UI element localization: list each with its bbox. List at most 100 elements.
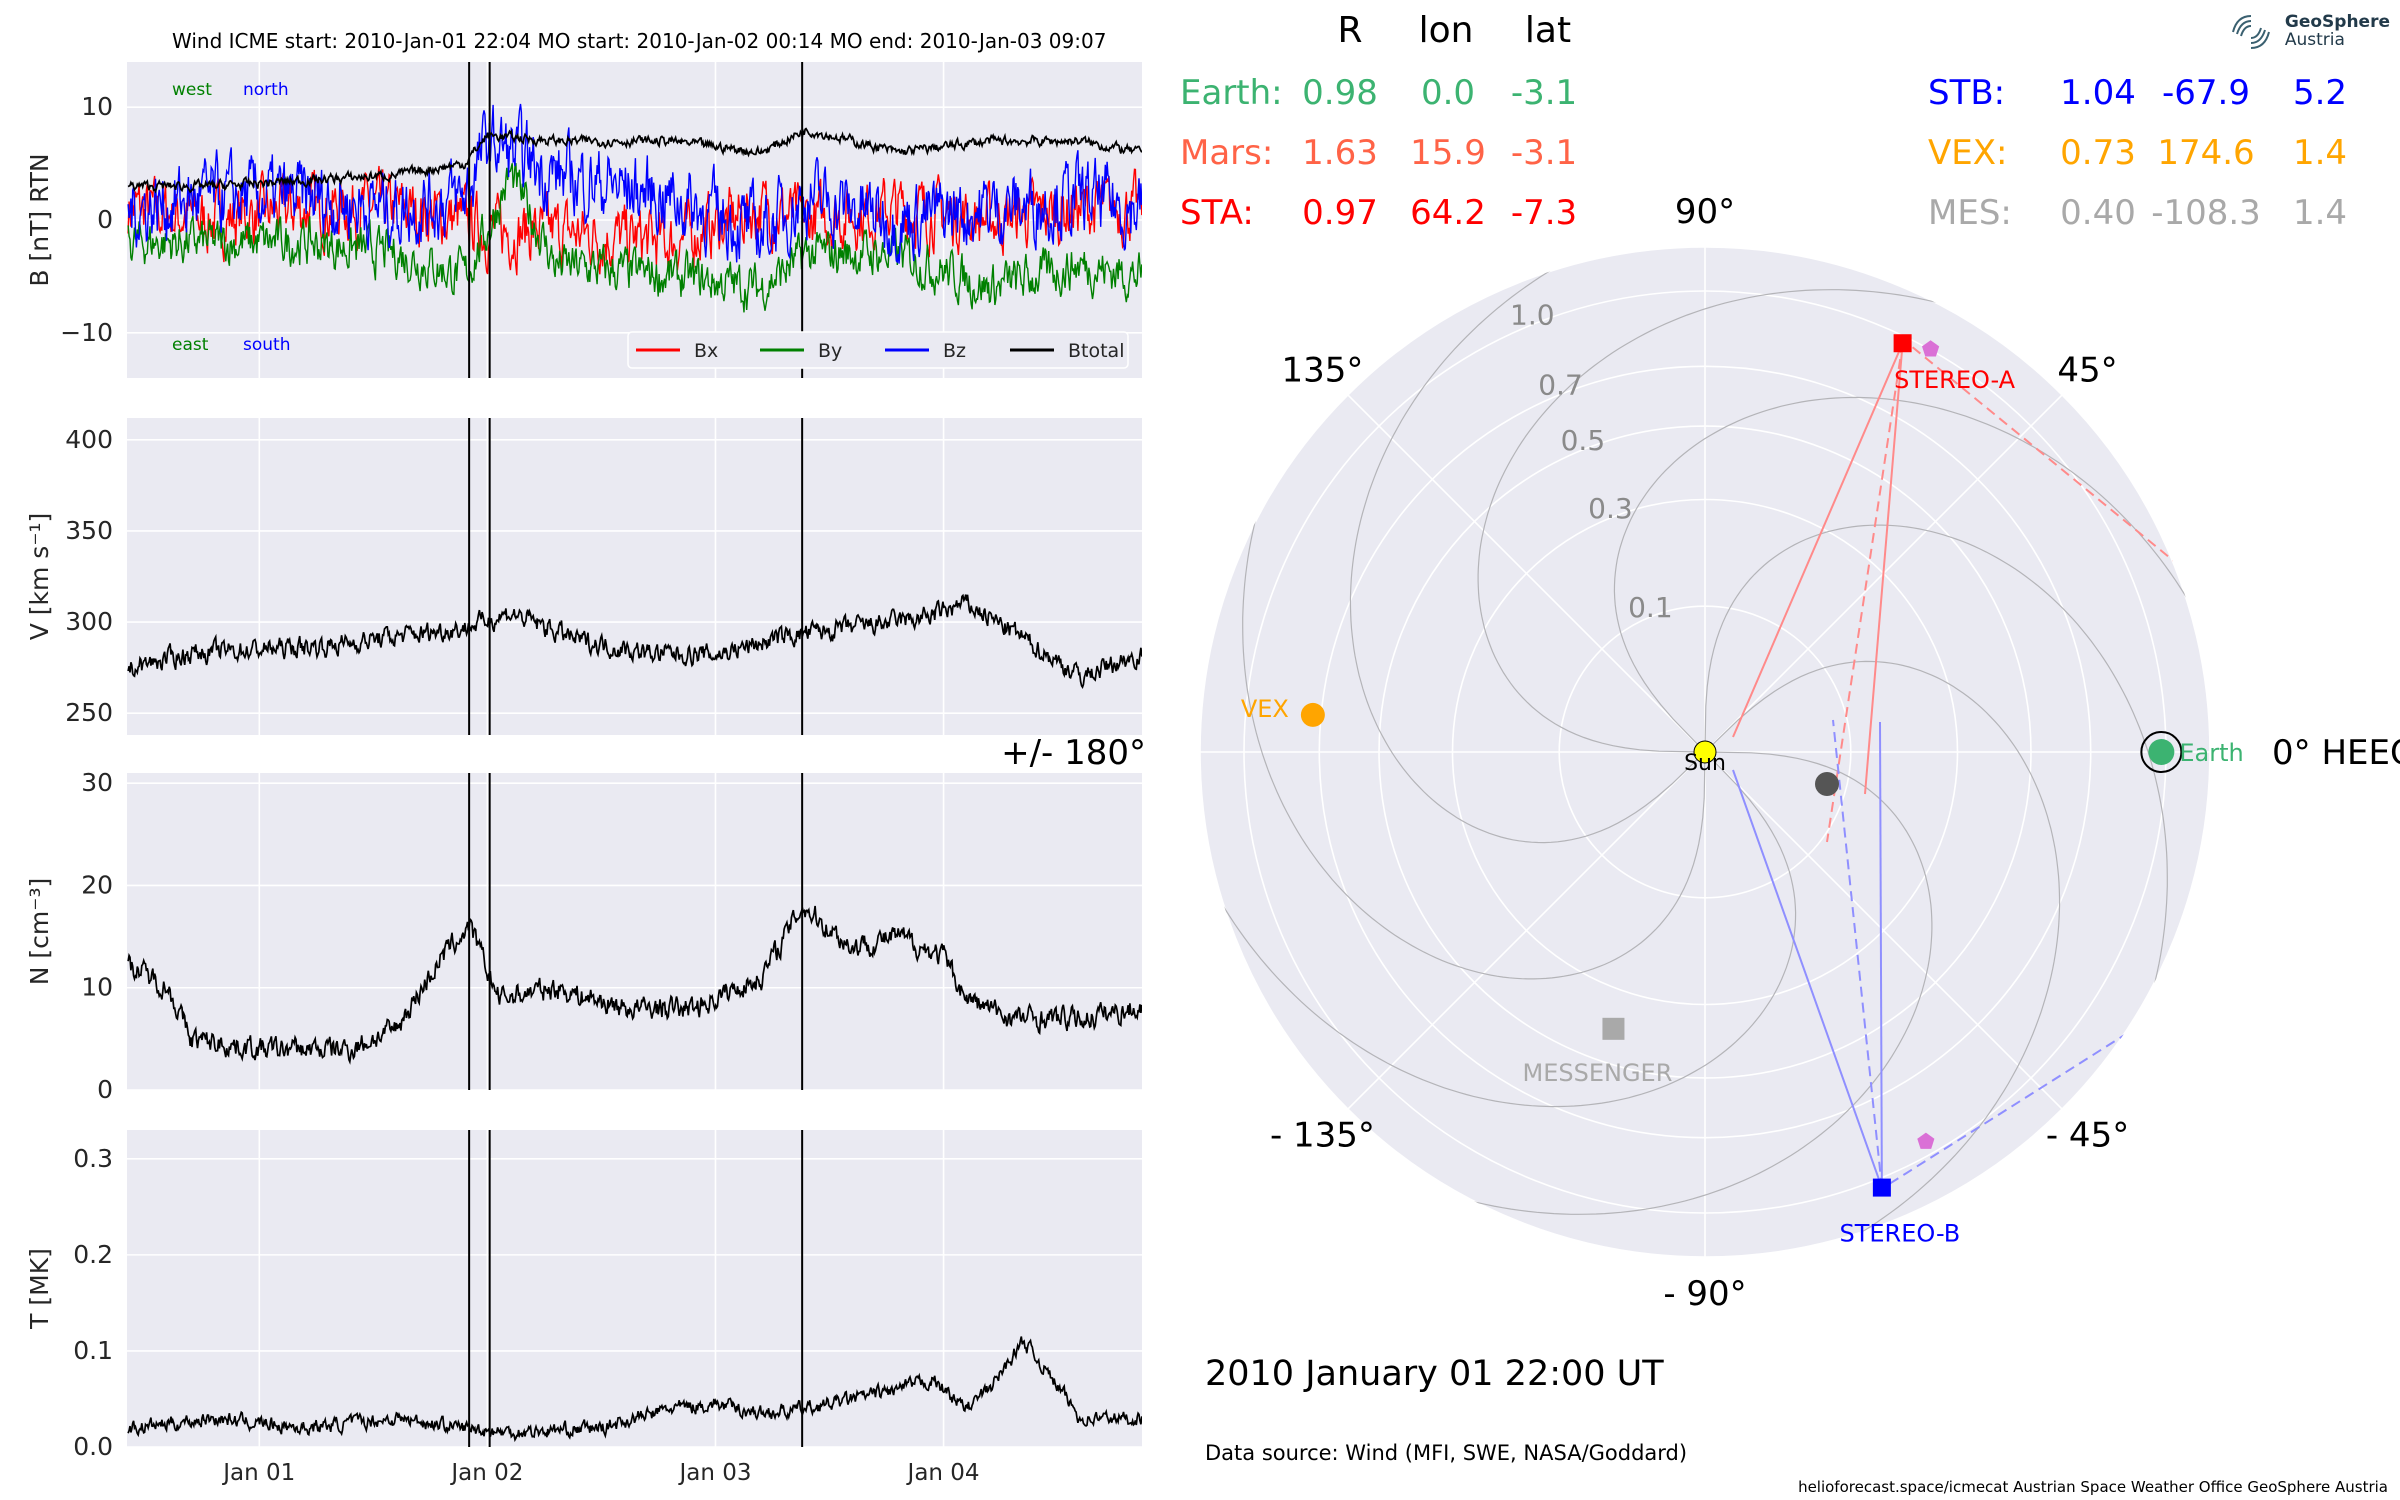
timeseries-panel-1: 10 0 −10 B [nT] RTN — [25, 62, 1142, 378]
stereo-b-connection-line — [1879, 721, 1883, 1188]
geosphere-logo-icon — [2231, 15, 2270, 49]
polar-r-tick-label: 0.5 — [1561, 424, 1606, 457]
timeseries-panel-3: 30 20 10 0 N [cm⁻³] — [25, 768, 1142, 1104]
legend-label-by: By — [818, 340, 842, 362]
series-line-panel4 — [127, 1336, 1142, 1443]
table-right-row-r: 1.04 — [2060, 73, 2136, 113]
parker-spiral — [1442, 751, 1933, 1215]
polar-angle-label: - 45° — [2046, 1116, 2129, 1156]
series-line-panel3 — [127, 904, 1142, 1065]
y-tick-label: −10 — [60, 318, 113, 347]
table-header-r: R — [1337, 10, 1362, 51]
series-line-panel2 — [127, 593, 1142, 689]
y-tick-label: 0 — [97, 1075, 113, 1104]
y-axis-label: T [MK] — [25, 1248, 54, 1330]
timeseries-header: Wind ICME start: 2010-Jan-01 22:04 MO st… — [172, 29, 1106, 53]
table-right-row-name: VEX: — [1928, 133, 2008, 173]
earth-label: Earth — [2179, 739, 2243, 767]
legend-label-bx: Bx — [694, 340, 718, 362]
stereo-a-connection-dashed — [1826, 343, 1904, 843]
polar-angle-label: 45° — [2057, 350, 2117, 390]
messenger-marker — [1602, 1017, 1625, 1040]
parker-spiral — [1477, 289, 1968, 753]
polar-r-tick-label: 0.7 — [1538, 368, 1583, 401]
legend-box — [627, 331, 1129, 369]
stereo-a-connection-dashed — [1911, 346, 2176, 563]
y-tick-label: 0.3 — [73, 1144, 113, 1173]
y-axis-label: B [nT] RTN — [25, 153, 54, 286]
stereo-a-connection-line — [1732, 342, 1904, 738]
panel-background — [127, 418, 1142, 735]
stereo-a-connection-line — [1864, 343, 1904, 795]
polar-angle-label: 135° — [1282, 350, 1364, 390]
parker-spiral — [1349, 253, 1706, 844]
panel-background — [127, 773, 1142, 1090]
legend: Bx By Bz Btotal — [627, 331, 1129, 369]
sun-label: Sun — [1684, 751, 1726, 776]
table-left-row-name: Mars: — [1180, 133, 1273, 173]
vex-label: VEX — [1241, 695, 1289, 723]
earth-ring — [2140, 731, 2183, 773]
y-axis-label: N [cm⁻³] — [25, 878, 54, 985]
series-line-by — [127, 162, 1142, 313]
sun-marker — [1693, 740, 1717, 764]
table-right-row-r: 0.40 — [2060, 193, 2136, 233]
data-source-label: Data source: Wind (MFI, SWE, NASA/Goddar… — [1205, 1441, 1687, 1465]
table-left-row-lat: -3.1 — [1511, 133, 1577, 173]
table-header-lat: lat — [1525, 10, 1571, 51]
x-tick-label: Jan 03 — [677, 1460, 751, 1486]
series-line-bz — [127, 103, 1142, 264]
stereo-a-marker — [1893, 334, 1912, 353]
timeseries-panel-2: 400 350 300 250 V [km s⁻¹] — [25, 418, 1142, 735]
table-right-row-r: 0.73 — [2060, 133, 2136, 173]
table-left-row-name: Earth: — [1180, 73, 1283, 113]
table-header-lon: lon — [1419, 10, 1474, 51]
x-tick-label: Jan 04 — [906, 1460, 980, 1486]
x-tick-label: Jan 02 — [449, 1460, 523, 1486]
y-tick-label: 300 — [65, 607, 113, 636]
y-tick-label: 400 — [65, 425, 113, 454]
polar-r-tick-label: 0.3 — [1588, 492, 1633, 525]
polar-r-tick-label: 1.0 — [1510, 299, 1555, 332]
x-tick-label: Jan 01 — [221, 1460, 295, 1486]
annotation-east: east — [172, 335, 209, 355]
geosphere-logo: GeoSphere Austria — [2227, 10, 2390, 54]
logo-line1: GeoSphere — [2284, 12, 2390, 33]
y-axis-label: V [km s⁻¹] — [25, 513, 54, 641]
geosphere-logo-text: GeoSphere Austria — [2284, 12, 2390, 50]
table-right-row-lon: 174.6 — [2157, 133, 2254, 173]
parker-spiral — [1704, 524, 2168, 1015]
table-right-row-lon: -108.3 — [2151, 193, 2261, 233]
y-tick-label: 250 — [65, 698, 113, 727]
timeseries-panel-4: 0.3 0.2 0.1 0.0 T [MK] — [25, 1130, 1142, 1461]
stereo-a-label: STEREO-A — [1894, 366, 2016, 394]
legend-label-bz: Bz — [943, 340, 966, 362]
vex-marker — [1300, 702, 1325, 727]
datetime-label: 2010 January 01 22:00 UT — [1205, 1354, 1664, 1394]
logo-line2: Austria — [2284, 30, 2345, 50]
polar-angle-gridline — [1347, 394, 1706, 753]
y-tick-label: 350 — [65, 516, 113, 545]
mars-marker — [1815, 772, 1839, 796]
stereo-b-marker — [1872, 1178, 1891, 1197]
table-right-row-name: STB: — [1928, 73, 2005, 113]
annotation-west: west — [172, 80, 212, 100]
stereo-b-connection-line — [1732, 769, 1883, 1188]
stereo-a-footpoint-marker — [1922, 340, 1940, 357]
table-left-row-lat: -7.3 — [1511, 193, 1577, 233]
table-left-row-lon: 0.0 — [1421, 73, 1475, 113]
y-tick-label: 10 — [81, 973, 113, 1002]
y-tick-label: 0.2 — [73, 1240, 113, 1269]
table-left-row-r: 0.98 — [1302, 73, 1378, 113]
polar-angle-label: 90° — [1675, 192, 1735, 232]
table-right-row-lat: 1.4 — [2293, 133, 2347, 173]
y-tick-label: 0 — [97, 205, 113, 234]
stereo-b-label: STEREO-B — [1840, 1220, 1961, 1248]
y-tick-label: 0.1 — [73, 1336, 113, 1365]
earth-marker — [2148, 739, 2175, 765]
table-right-row-lon: -67.9 — [2162, 73, 2250, 113]
table-left-row-lon: 64.2 — [1410, 193, 1486, 233]
y-tick-label: 20 — [81, 870, 113, 899]
y-tick-label: 30 — [81, 768, 113, 797]
